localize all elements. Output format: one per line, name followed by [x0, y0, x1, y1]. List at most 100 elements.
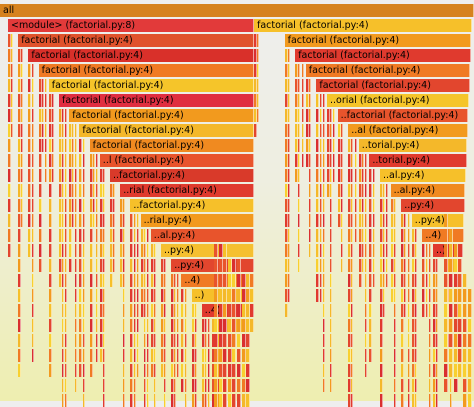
stack-frame-slice[interactable]: [330, 214, 333, 227]
stack-frame-slice[interactable]: [153, 274, 156, 287]
stack-frame-slice[interactable]: [191, 364, 195, 377]
stack-frame-slice[interactable]: [79, 169, 83, 182]
stack-frame-slice[interactable]: [351, 214, 354, 227]
stack-frame-slice[interactable]: [113, 199, 116, 212]
stack-frame-slice[interactable]: [340, 139, 343, 152]
stack-frame-slice[interactable]: [407, 364, 410, 377]
stack-frame-slice[interactable]: [75, 244, 78, 257]
stack-frame-slice[interactable]: [422, 259, 426, 272]
stack-frame-slice[interactable]: [191, 334, 195, 347]
stack-frame-slice[interactable]: [31, 184, 34, 197]
stack-frame-slice[interactable]: [284, 184, 288, 197]
stack-frame-slice[interactable]: [143, 364, 146, 377]
stack-frame-slice[interactable]: [284, 244, 288, 257]
stack-frame-slice[interactable]: [18, 169, 22, 182]
stack-frame-slice[interactable]: [171, 319, 175, 332]
stack-frame-slice[interactable]: [241, 349, 246, 362]
stack-frame-slice[interactable]: [146, 274, 149, 287]
stack-frame-slice[interactable]: [330, 259, 333, 272]
stack-frame-slice[interactable]: [89, 214, 93, 227]
stack-frame-slice[interactable]: [161, 289, 164, 302]
stack-frame-slice[interactable]: [136, 304, 139, 317]
stack-frame-slice[interactable]: [380, 349, 383, 362]
stack-frame-slice[interactable]: [113, 184, 116, 197]
stack-frame-slice[interactable]: [102, 379, 105, 392]
stack-frame-slice[interactable]: [79, 199, 83, 212]
stack-frame-slice[interactable]: [319, 214, 322, 227]
stack-frame-slice[interactable]: [8, 199, 11, 212]
stack-frame-slice[interactable]: [401, 274, 405, 287]
stack-frame-slice[interactable]: [305, 124, 309, 137]
stack-frame-slice[interactable]: [284, 154, 288, 167]
stack-frame-slice[interactable]: [99, 334, 103, 347]
stack-frame-slice[interactable]: [171, 334, 175, 347]
stack-frame-slice[interactable]: [201, 349, 205, 362]
stack-frame-slice[interactable]: [110, 244, 113, 257]
stack-frame-slice[interactable]: [298, 169, 301, 182]
stack-frame-slice[interactable]: [62, 319, 65, 332]
stack-frame-slice[interactable]: [407, 319, 410, 332]
stack-frame-slice[interactable]: [319, 109, 322, 122]
stack-frame-slice[interactable]: [150, 289, 154, 302]
stack-frame-slice[interactable]: [51, 124, 54, 137]
stack-frame-slice[interactable]: [89, 289, 93, 302]
stack-frame-slice[interactable]: [110, 259, 113, 272]
stack-frame-slice[interactable]: [358, 169, 362, 182]
stack-frame-slice[interactable]: [386, 244, 389, 257]
stack-frame-slice[interactable]: [62, 109, 65, 122]
stack-frame-slice[interactable]: [316, 259, 320, 272]
stack-frame-slice[interactable]: [69, 169, 73, 182]
stack-frame-slice[interactable]: [348, 289, 352, 302]
stack-frame-slice[interactable]: [322, 124, 325, 137]
stack-frame-slice[interactable]: [59, 274, 62, 287]
stack-frame-slice[interactable]: [415, 334, 417, 347]
stack-frame-slice[interactable]: [18, 259, 22, 272]
stack-frame-slice[interactable]: [369, 199, 373, 212]
stack-frame-slice[interactable]: [150, 274, 154, 287]
stack-frame-slice[interactable]: [150, 349, 154, 362]
stack-frame-slice[interactable]: [48, 259, 52, 272]
stack-frame-slice[interactable]: [143, 379, 146, 392]
stack-frame-slice[interactable]: [146, 229, 149, 242]
stack-frame-slice[interactable]: [21, 124, 24, 137]
stack-frame-slice[interactable]: [468, 319, 472, 332]
stack-frame-slice[interactable]: [383, 199, 386, 212]
stack-frame-slice[interactable]: [232, 379, 237, 392]
stack-frame-slice[interactable]: [41, 79, 44, 92]
stack-frame-slice[interactable]: [130, 364, 134, 377]
stack-frame-slice[interactable]: [448, 364, 453, 377]
stack-frame-slice[interactable]: [161, 349, 164, 362]
stack-frame-slice[interactable]: [453, 304, 458, 317]
stack-frame-slice[interactable]: [72, 184, 75, 197]
stack-frame-slice[interactable]: [38, 124, 42, 137]
stack-frame-slice[interactable]: [309, 109, 311, 122]
stack-frame-slice[interactable]: [184, 319, 187, 332]
stack-frame-slice[interactable]: [295, 169, 299, 182]
stack-frame-slice[interactable]: [444, 334, 448, 347]
stack-frame-slice[interactable]: [237, 349, 241, 362]
stack-frame-slice[interactable]: [411, 229, 415, 242]
stack-frame-slice[interactable]: [161, 259, 164, 272]
stack-frame-slice[interactable]: [227, 334, 232, 347]
stack-frame-slice[interactable]: [227, 364, 232, 377]
stack-frame-slice[interactable]: [316, 184, 320, 197]
stack-frame-slice[interactable]: [72, 199, 75, 212]
stack-frame-slice[interactable]: [75, 184, 78, 197]
stack-frame-slice[interactable]: [28, 109, 32, 122]
stack-frame-slice[interactable]: [246, 304, 251, 317]
stack-frame-slice[interactable]: [309, 154, 311, 167]
stack-frame-slice[interactable]: [38, 214, 42, 227]
stack-frame-slice[interactable]: [383, 229, 386, 242]
stack-frame-slice[interactable]: [140, 259, 144, 272]
stack-frame-slice[interactable]: [468, 364, 472, 377]
stack-frame-slice[interactable]: [153, 289, 156, 302]
stack-frame-slice[interactable]: [181, 379, 185, 392]
stack-frame-slice[interactable]: [89, 169, 93, 182]
stack-frame-slice[interactable]: [79, 139, 83, 152]
stack-frame-slice[interactable]: [28, 124, 32, 137]
stack-frame-slice[interactable]: [330, 379, 333, 392]
stack-frame-slice[interactable]: [369, 289, 373, 302]
stack-frame-slice[interactable]: [194, 319, 197, 332]
stack-frame-slice[interactable]: [8, 169, 11, 182]
stack-frame-slice[interactable]: [411, 364, 415, 377]
